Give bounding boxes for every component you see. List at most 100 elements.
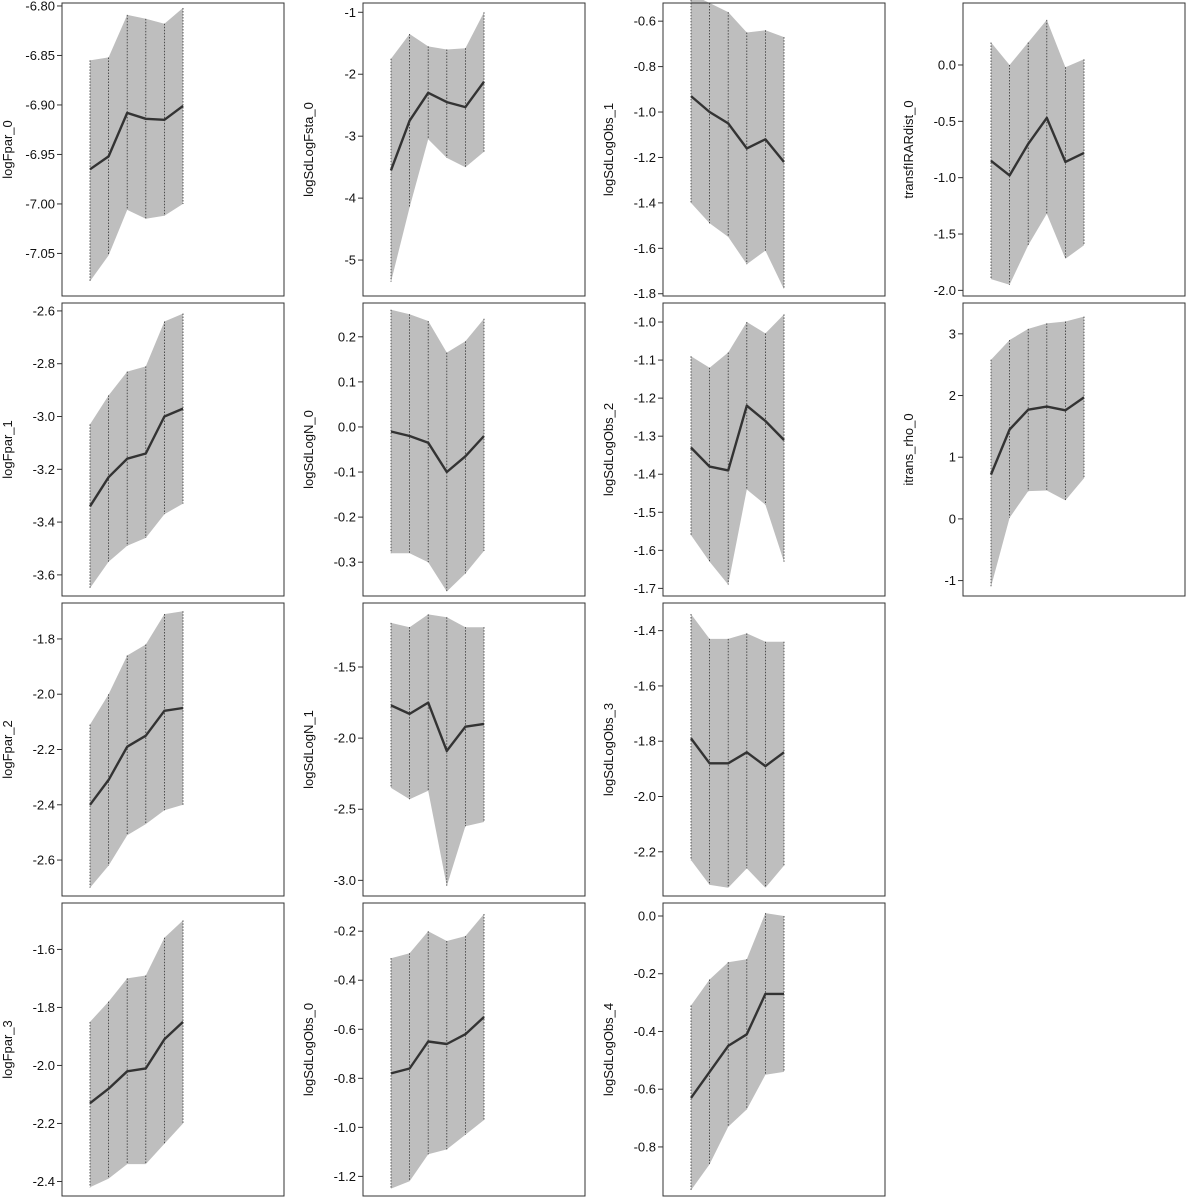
estimate-line [89, 706, 184, 806]
y-axis-title: logSdLogObs_0 [301, 1003, 316, 1096]
confidence-band [691, 614, 784, 888]
y-tick-label: -1.6 [634, 543, 656, 558]
chart-panel-logSdLogFsta_0: -5 -4 -3 -2 -1 logSdLogFsta_0 [301, 2, 586, 297]
y-tick-label: -1.2 [634, 391, 656, 406]
y-tick-label: -0.2 [634, 966, 656, 981]
estimate-line [89, 1021, 184, 1105]
plot-frame [362, 902, 586, 1197]
y-axis-title: itrans_rho_0 [901, 413, 916, 485]
y-tick-label: -0.2 [334, 924, 356, 939]
chart-panel-logSdLogObs_4: -0.8 -0.6 -0.4 -0.2 0.0 logSdLogObs_4 [601, 902, 886, 1197]
y-tick-label: -3.2 [33, 462, 55, 477]
y-axis-title: logSdLogN_0 [301, 410, 316, 489]
y-axis-title: logSdLogObs_4 [601, 1003, 616, 1096]
y-tick-label: -4 [344, 191, 356, 206]
y-tick-label: 0.0 [638, 908, 656, 923]
y-tick-label: -2.6 [33, 303, 55, 318]
y-tick-label: -6.90 [25, 97, 55, 112]
plot-frame [362, 302, 586, 597]
y-tick-label: -1.5 [934, 227, 956, 242]
y-tick-label: -3 [344, 129, 356, 144]
y-tick-label: -1.4 [634, 467, 656, 482]
y-tick-label: -0.8 [334, 1071, 356, 1086]
plot-frame [662, 2, 886, 297]
plot-frame [61, 902, 285, 1197]
chart-panel-transfIRARdist_0: -2.0 -1.5 -1.0 -0.5 0.0 transfIRARdist_0 [901, 2, 1186, 298]
estimate-line [990, 116, 1085, 177]
y-tick-label: -3.4 [33, 515, 55, 530]
y-tick-label: -0.6 [334, 1022, 356, 1037]
confidence-band [991, 19, 1084, 285]
confidence-band [391, 309, 484, 592]
y-tick-label: -1.0 [334, 1120, 356, 1135]
confidence-band [90, 7, 183, 282]
plot-frame [61, 2, 285, 297]
estimate-line [690, 404, 785, 472]
y-tick-label: -1.8 [33, 631, 55, 646]
estimate-line [389, 80, 485, 171]
y-tick-label: -2.0 [334, 731, 356, 746]
y-axis-title: logSdLogObs_2 [601, 403, 616, 496]
estimate-line [690, 992, 784, 1099]
plot-frame [61, 302, 285, 597]
chart-panel-logSdLogObs_2: -1.7 -1.6 -1.5 -1.4 -1.3 -1.2 -1.1 -1.0 logSdLog… [601, 302, 886, 597]
y-tick-label: -1.6 [634, 241, 656, 256]
y-tick-label: 3 [949, 326, 956, 341]
y-tick-label: -2.5 [334, 802, 356, 817]
estimate-line [390, 1016, 485, 1075]
y-tick-label: -7.05 [25, 246, 55, 261]
plot-frame [962, 302, 1186, 597]
y-tick-label: -1.4 [634, 195, 656, 210]
plot-frame [962, 2, 1186, 297]
confidence-band [691, 0, 784, 290]
y-tick-label: -2.0 [33, 687, 55, 702]
chart-panel-logSdLogN_1: -3.0 -2.5 -2.0 -1.5 logSdLogN_1 [301, 602, 586, 897]
confidence-band [691, 913, 784, 1191]
y-tick-label: -2.4 [33, 1174, 55, 1189]
y-tick-label: -2.0 [33, 1058, 55, 1073]
estimate-line [690, 737, 785, 768]
y-tick-label: -2.6 [33, 853, 55, 868]
y-tick-label: -2.0 [934, 283, 956, 298]
y-tick-label: -1.0 [934, 170, 956, 185]
chart-panel-logFpar_2: -2.6 -2.4 -2.2 -2.0 -1.8 logFpar_2 [0, 602, 285, 897]
y-tick-label: -1.0 [634, 105, 656, 120]
y-tick-label: -0.8 [634, 1139, 656, 1154]
estimate-line [690, 95, 785, 163]
y-tick-label: -0.2 [334, 510, 356, 525]
y-axis-title: logFpar_2 [0, 720, 15, 779]
y-tick-label: -2 [344, 67, 356, 82]
confidence-band [90, 611, 183, 888]
plot-frame [662, 902, 886, 1197]
y-tick-label: 0 [949, 511, 956, 526]
y-tick-label: -0.6 [634, 14, 656, 29]
y-tick-label: -1.8 [634, 286, 656, 301]
y-tick-label: -1.5 [334, 660, 356, 675]
y-tick-label: -1.8 [634, 734, 656, 749]
y-tick-label: 0.0 [338, 419, 356, 434]
y-tick-label: 1 [949, 450, 956, 465]
confidence-band [991, 316, 1084, 587]
estimate-line [89, 104, 184, 171]
chart-panel-logFpar_1: -3.6 -3.4 -3.2 -3.0 -2.8 -2.6 logFpar_1 [0, 302, 285, 597]
y-tick-label: -1.5 [634, 505, 656, 520]
y-axis-title: transfIRARdist_0 [901, 100, 916, 198]
y-tick-label: -3.0 [334, 873, 356, 888]
confidence-band [90, 313, 183, 589]
y-tick-label: -1.3 [634, 429, 656, 444]
confidence-band [391, 614, 484, 886]
y-axis-title: logSdLogObs_3 [601, 703, 616, 796]
y-tick-label: -2.0 [634, 789, 656, 804]
chart-panel-logSdLogObs_0: -1.2 -1.0 -0.8 -0.6 -0.4 -0.2 logSdLogObs_0 [301, 902, 586, 1197]
y-axis-title: logSdLogN_1 [301, 710, 316, 789]
y-axis-title: logFpar_3 [0, 1020, 15, 1079]
y-axis-title: logSdLogObs_1 [601, 103, 616, 196]
estimate-line [390, 701, 485, 753]
y-tick-label: -1.2 [334, 1169, 356, 1184]
y-tick-label: -2.2 [634, 844, 656, 859]
plot-frame [662, 302, 886, 597]
y-tick-label: -1 [944, 573, 956, 588]
y-tick-label: -0.4 [634, 1024, 656, 1039]
y-tick-label: -1.6 [634, 678, 656, 693]
